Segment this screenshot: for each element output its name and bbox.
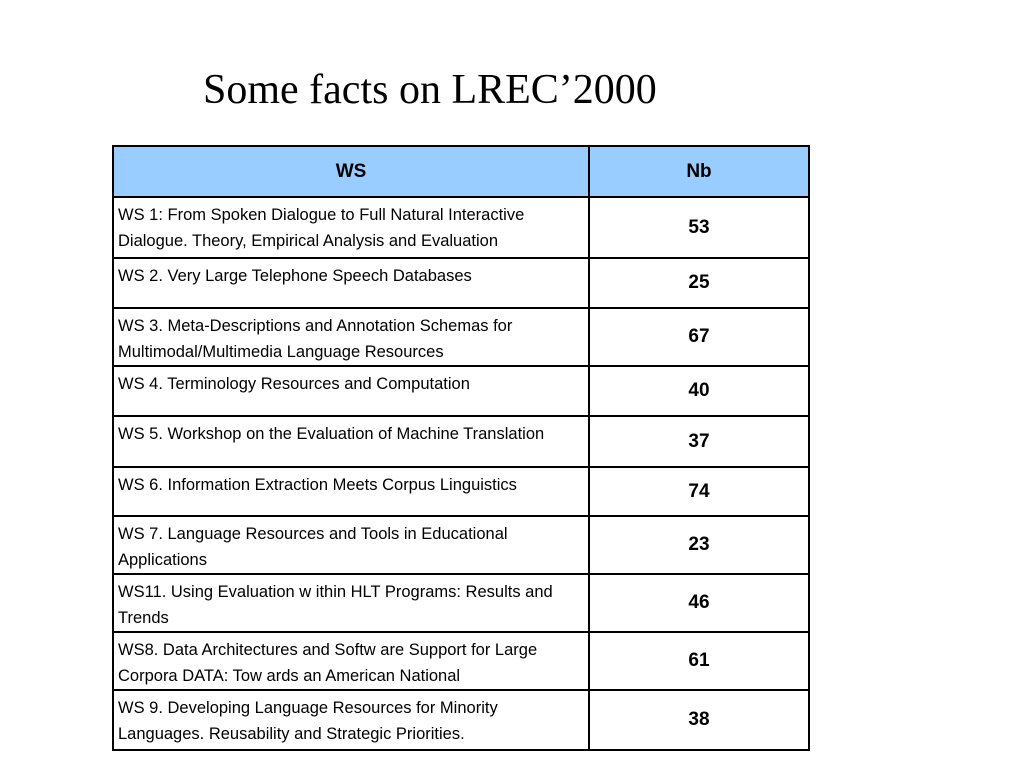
slide-title: Some facts on LREC’2000	[203, 67, 657, 113]
workshop-count-cell: 46	[588, 573, 810, 633]
workshop-count-cell: 38	[588, 689, 810, 751]
workshop-count-cell: 53	[588, 196, 810, 259]
workshop-name-cell: WS11. Using Evaluation w ithin HLT Progr…	[112, 573, 590, 633]
workshop-count-cell: 40	[588, 365, 810, 417]
table-row: WS11. Using Evaluation w ithin HLT Progr…	[112, 573, 810, 633]
table-row: WS 9. Developing Language Resources for …	[112, 689, 810, 751]
table-row: WS 5. Workshop on the Evaluation of Mach…	[112, 415, 810, 468]
workshop-name-cell: WS 1: From Spoken Dialogue to Full Natur…	[112, 196, 590, 259]
table-row: WS 3. Meta-Descriptions and Annotation S…	[112, 307, 810, 367]
table-row: WS 7. Language Resources and Tools in Ed…	[112, 515, 810, 575]
workshop-count-cell: 67	[588, 307, 810, 367]
workshop-name-cell: WS 9. Developing Language Resources for …	[112, 689, 590, 751]
table-row: WS 1: From Spoken Dialogue to Full Natur…	[112, 196, 810, 259]
workshop-count-cell: 37	[588, 415, 810, 468]
workshop-count-cell: 23	[588, 515, 810, 575]
table-row: WS 6. Information Extraction Meets Corpu…	[112, 466, 810, 517]
column-header-nb: Nb	[588, 145, 810, 198]
column-header-ws: WS	[112, 145, 590, 198]
workshop-name-cell: WS 7. Language Resources and Tools in Ed…	[112, 515, 590, 575]
table-header-row: WS Nb	[112, 145, 810, 198]
workshop-name-cell: WS 3. Meta-Descriptions and Annotation S…	[112, 307, 590, 367]
workshop-count-cell: 74	[588, 466, 810, 517]
table-row: WS 4. Terminology Resources and Computat…	[112, 365, 810, 417]
workshop-name-cell: WS 6. Information Extraction Meets Corpu…	[112, 466, 590, 517]
table-row: WS 2. Very Large Telephone Speech Databa…	[112, 257, 810, 309]
workshop-name-cell: WS 5. Workshop on the Evaluation of Mach…	[112, 415, 590, 468]
workshop-count-cell: 61	[588, 631, 810, 691]
table-row: WS8. Data Architectures and Softw are Su…	[112, 631, 810, 691]
workshop-name-cell: WS 2. Very Large Telephone Speech Databa…	[112, 257, 590, 309]
workshop-table: WS Nb WS 1: From Spoken Dialogue to Full…	[112, 145, 810, 751]
workshop-name-cell: WS 4. Terminology Resources and Computat…	[112, 365, 590, 417]
workshop-count-cell: 25	[588, 257, 810, 309]
workshop-name-cell: WS8. Data Architectures and Softw are Su…	[112, 631, 590, 691]
